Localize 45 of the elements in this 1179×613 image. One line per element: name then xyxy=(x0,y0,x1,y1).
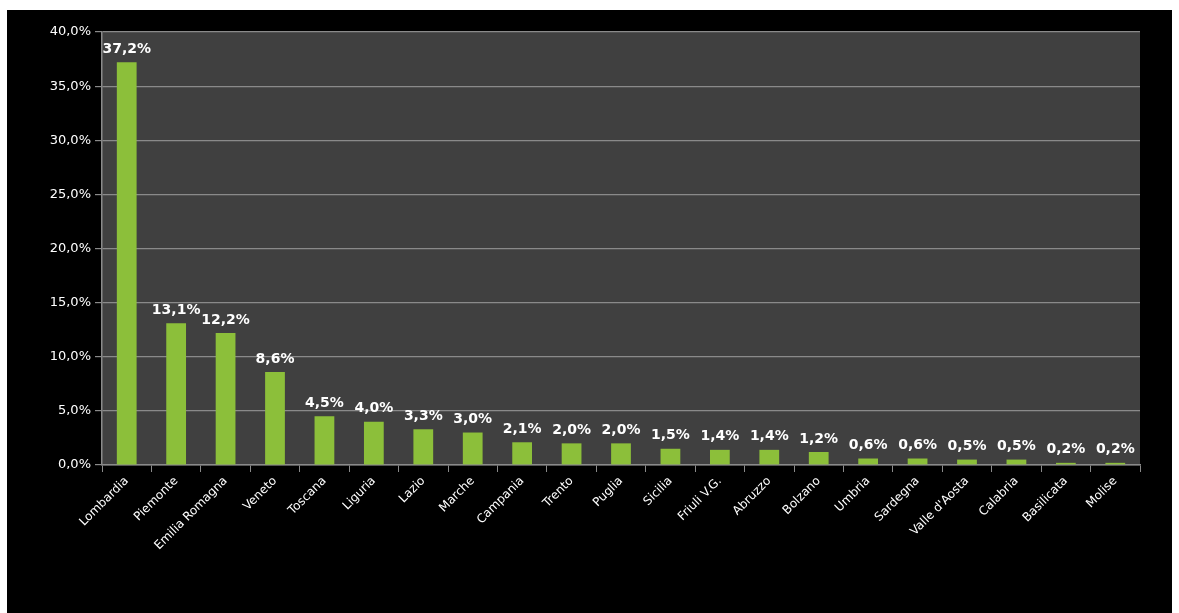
data-label: 0,2% xyxy=(1046,440,1086,457)
data-label: 12,2% xyxy=(201,310,250,327)
y-tick-label: 35,0% xyxy=(49,77,91,93)
data-label: 0,5% xyxy=(997,437,1036,454)
y-tick-label: 5,0% xyxy=(57,402,91,418)
bar xyxy=(512,442,533,465)
bar xyxy=(709,449,730,465)
data-label: 1,2% xyxy=(799,429,839,446)
data-label: 2,1% xyxy=(502,419,542,436)
data-label: 0,6% xyxy=(848,436,888,453)
data-label: 4,0% xyxy=(354,399,394,416)
bar xyxy=(363,421,384,465)
data-label: 1,4% xyxy=(749,427,789,444)
bar xyxy=(116,62,137,465)
y-tick-label: 15,0% xyxy=(49,294,91,309)
data-label: 4,5% xyxy=(305,393,344,410)
data-label: 2,0% xyxy=(601,420,641,437)
data-label: 0,5% xyxy=(947,437,987,454)
data-label: 0,6% xyxy=(898,436,937,453)
data-label: 3,3% xyxy=(403,406,443,423)
bar xyxy=(314,416,335,465)
y-tick-label: 40,0% xyxy=(49,23,91,39)
bar xyxy=(759,449,780,465)
data-label: 0,2% xyxy=(1095,440,1135,457)
bar xyxy=(166,323,187,465)
data-label: 37,2% xyxy=(102,39,151,56)
bar xyxy=(462,432,483,465)
bar xyxy=(561,443,582,465)
data-label: 1,5% xyxy=(651,426,690,443)
data-label: 3,0% xyxy=(453,410,493,427)
y-tick-label: 30,0% xyxy=(49,131,91,147)
bar xyxy=(660,448,681,465)
bar xyxy=(413,429,434,465)
bar xyxy=(265,371,285,465)
data-label: 8,6% xyxy=(255,349,295,366)
y-tick-label: 25,0% xyxy=(49,185,91,201)
data-label: 2,0% xyxy=(552,420,591,437)
y-tick-label: 20,0% xyxy=(49,239,91,255)
data-label: 13,1% xyxy=(151,300,201,317)
y-tick-label: 10,0% xyxy=(49,348,91,364)
bar xyxy=(215,332,236,465)
y-tick-label: 0,0% xyxy=(57,456,91,472)
bar xyxy=(808,452,829,465)
data-label: 1,4% xyxy=(700,427,740,444)
bar xyxy=(611,443,631,465)
